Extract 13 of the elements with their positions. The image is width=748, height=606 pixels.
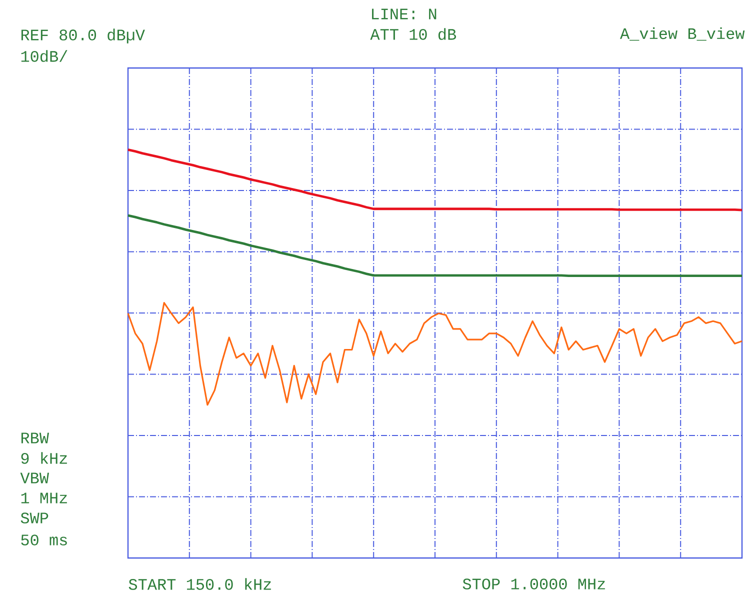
text: A_view B_view: [620, 27, 745, 41]
text: REF 80.0 dBµV: [21, 28, 145, 44]
text: STOP 1.0000 MHz: [462, 578, 605, 590]
text: 10dB/: [21, 50, 68, 62]
text: 9 kHz: [21, 452, 67, 464]
text: SWP: [20, 512, 48, 524]
text: START 150.0 kHz: [128, 578, 271, 590]
text: ATT 10 dB: [370, 28, 456, 40]
text: 50 ms: [21, 534, 67, 546]
text: VBW: [20, 472, 49, 484]
text: RBW: [21, 432, 49, 444]
text: LINE: N: [372, 8, 436, 20]
text: 1 MHz: [21, 492, 67, 504]
